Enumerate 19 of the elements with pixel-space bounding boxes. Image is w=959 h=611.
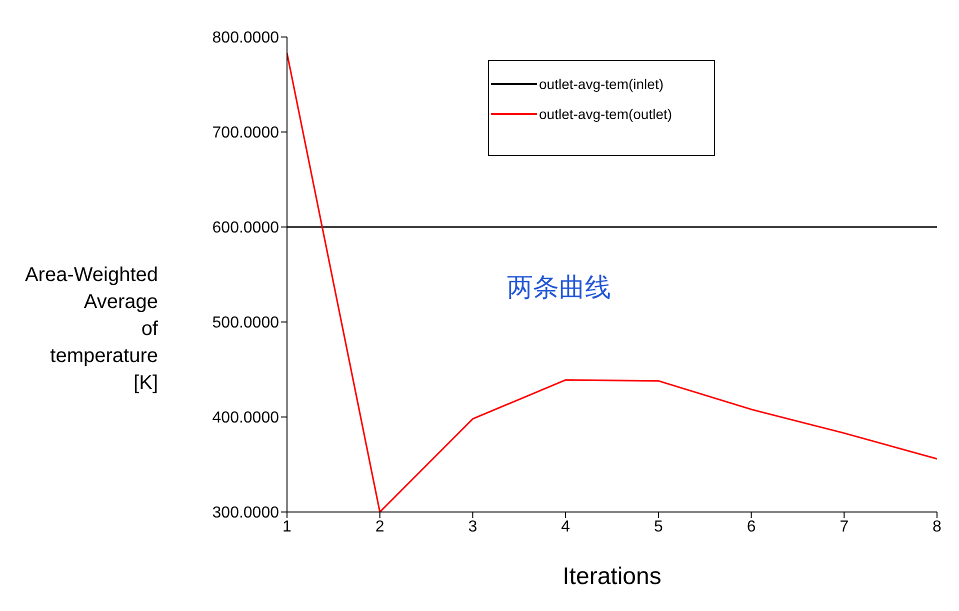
y-tick-label: 800.0000 — [212, 30, 280, 47]
y-tick-label: 300.0000 — [212, 504, 280, 522]
y-tick-label: 400.0000 — [212, 410, 280, 427]
y-axis-title: Area-Weighted Average of temperature [K] — [24, 263, 158, 396]
annotation: 两条曲线 — [507, 271, 611, 304]
x-tick-label: 8 — [932, 518, 942, 536]
y-tick-label: 700.0000 — [212, 124, 280, 142]
legend-label: outlet-avg-tem(inlet) — [539, 75, 664, 94]
y-tick-label: 500.0000 — [212, 314, 280, 332]
y-tick-label: 600.0000 — [212, 220, 280, 237]
x-tick-label: 1 — [282, 518, 292, 536]
x-tick-label: 7 — [840, 518, 849, 536]
legend-label: outlet-avg-tem(outlet) — [539, 105, 672, 124]
x-tick-label: 4 — [561, 518, 570, 536]
x-axis-title: Iterations — [562, 563, 662, 590]
x-tick-label: 3 — [468, 518, 478, 536]
x-tick-label: 6 — [746, 518, 756, 536]
x-tick-label: 2 — [375, 518, 384, 536]
x-tick-label: 5 — [654, 518, 663, 536]
